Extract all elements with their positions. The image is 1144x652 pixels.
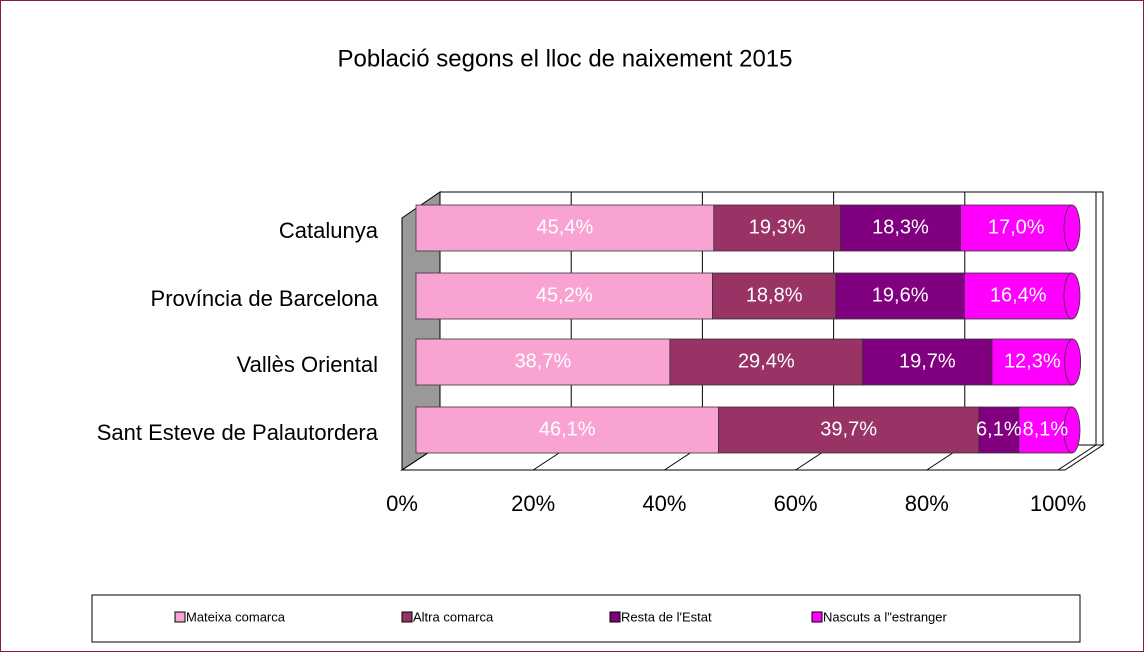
bar-segment [415, 406, 719, 454]
bar-segment [840, 204, 961, 252]
x-tick-label: 60% [774, 491, 818, 516]
bar-segment [669, 338, 864, 386]
bar-segment [835, 272, 965, 320]
bar-segment [978, 406, 1020, 454]
x-tick-label: 100% [1030, 491, 1086, 516]
bar-segment [862, 338, 993, 386]
legend-label: Nascuts a l"estranger [823, 609, 948, 624]
legend-swatch [401, 611, 413, 623]
y-tick-label: Vallès Oriental [237, 352, 378, 377]
bar-cap [1063, 406, 1081, 454]
data-label: 19,7% [899, 350, 956, 372]
bar-segment [712, 272, 837, 320]
legend-swatch [811, 611, 823, 623]
data-label: 16,4% [990, 284, 1047, 306]
bar-segment [1018, 406, 1073, 454]
data-label: 17,0% [988, 216, 1045, 238]
bar-segment [415, 338, 671, 386]
legend-label: Altra comarca [413, 609, 494, 624]
legend-label: Resta de l'Estat [621, 609, 712, 624]
y-tick-label: Sant Esteve de Palautordera [97, 420, 379, 445]
bar-segment [718, 406, 980, 454]
x-tick-label: 80% [905, 491, 949, 516]
data-label: 39,7% [820, 418, 877, 440]
x-tick-label: 40% [642, 491, 686, 516]
bar-segment [713, 204, 841, 252]
data-label: 8,1% [1023, 418, 1069, 440]
legend-swatch [174, 611, 186, 623]
bar-cap [1063, 272, 1081, 320]
bar-segment [415, 272, 713, 320]
legend-swatch [609, 611, 621, 623]
bar-cap [1064, 338, 1082, 386]
bar-segment [415, 204, 715, 252]
y-tick-label: Catalunya [279, 218, 379, 243]
x-tick-label: 20% [511, 491, 555, 516]
bar-segment [991, 338, 1074, 386]
floor-line [1057, 444, 1097, 471]
data-label: 46,1% [539, 418, 596, 440]
legend [91, 594, 1081, 643]
data-label: 6,1% [976, 418, 1022, 440]
y-tick-label: Província de Barcelona [151, 286, 379, 311]
data-label: 12,3% [1004, 350, 1061, 372]
data-label: 29,4% [738, 350, 795, 372]
data-label: 45,4% [537, 216, 594, 238]
x-tick-label: 0% [386, 491, 418, 516]
data-label: 38,7% [515, 350, 572, 372]
data-label: 19,3% [749, 216, 806, 238]
data-label: 18,8% [746, 284, 803, 306]
bar-cap [1063, 204, 1081, 252]
chart-title: Població segons el lloc de naixement 201… [338, 45, 793, 72]
data-label: 45,2% [536, 284, 593, 306]
legend-label: Mateixa comarca [186, 609, 286, 624]
data-label: 19,6% [872, 284, 929, 306]
data-label: 18,3% [872, 216, 929, 238]
